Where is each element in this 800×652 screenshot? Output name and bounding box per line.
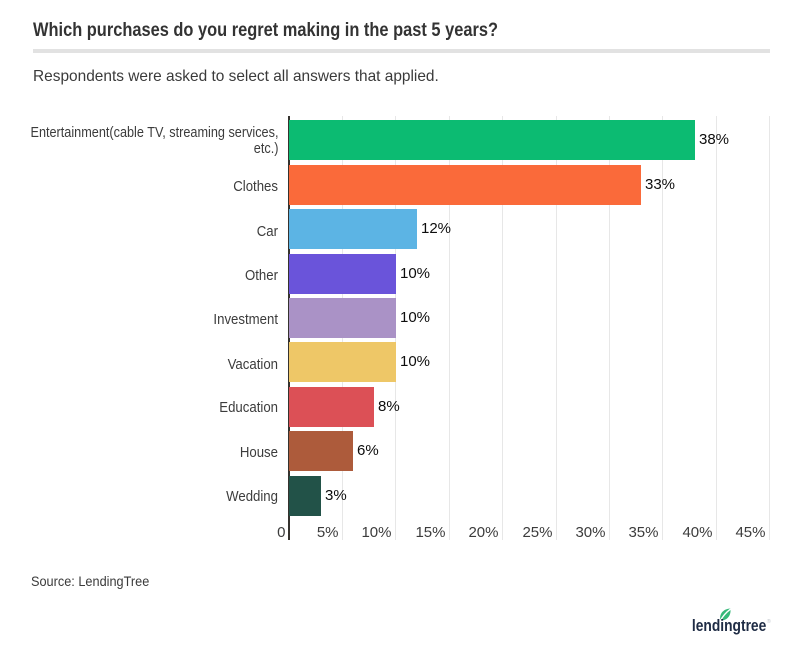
svg-text:®: ® xyxy=(767,618,771,625)
svg-text:lendingtree: lendingtree xyxy=(692,616,766,635)
